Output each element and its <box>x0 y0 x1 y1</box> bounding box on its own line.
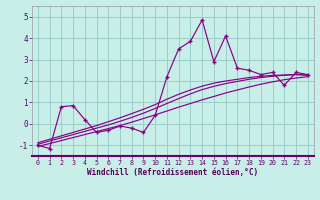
X-axis label: Windchill (Refroidissement éolien,°C): Windchill (Refroidissement éolien,°C) <box>87 168 258 177</box>
